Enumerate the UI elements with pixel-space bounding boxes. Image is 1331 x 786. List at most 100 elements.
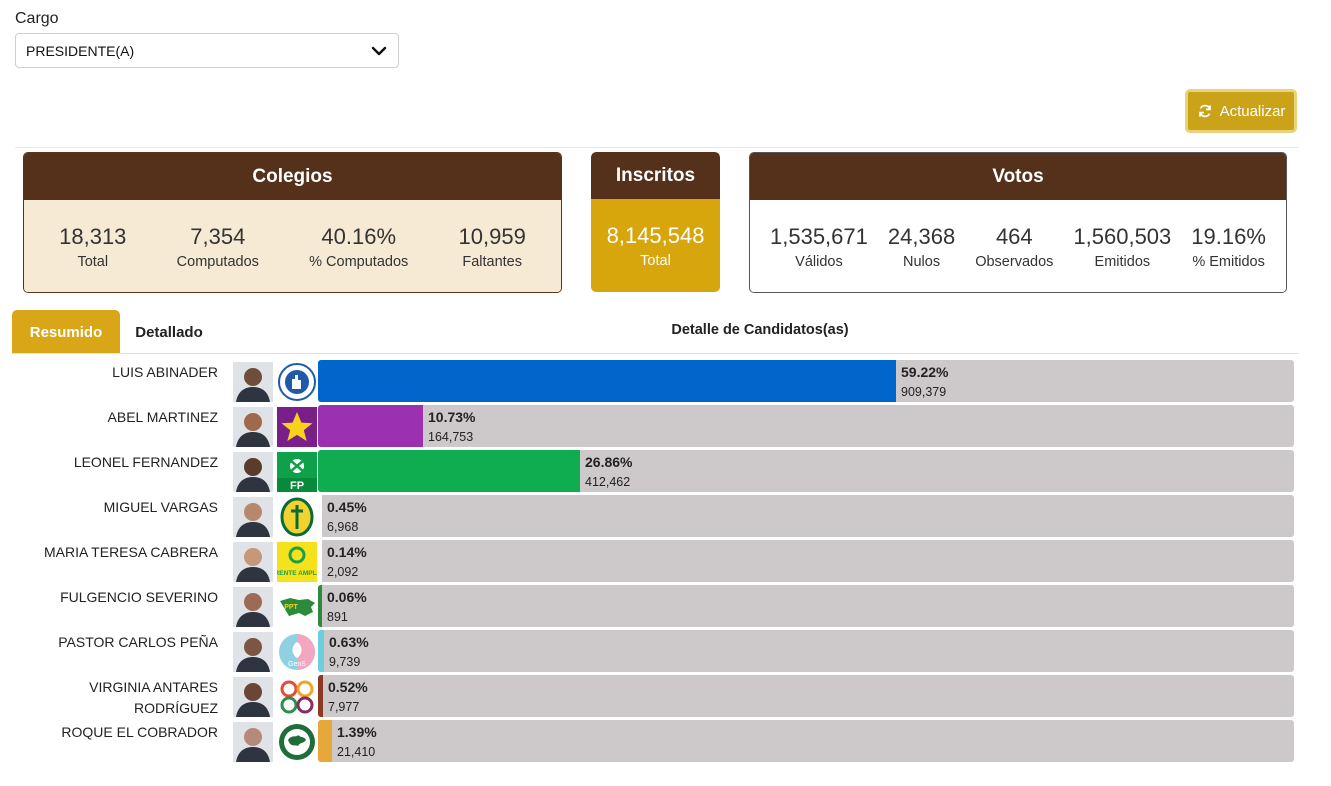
- vote-count: 412,462: [585, 475, 631, 489]
- detalle-title: Detalle de Candidatos(as): [671, 322, 849, 338]
- vote-bar: 0.45% 6,968: [318, 495, 1294, 537]
- vote-bar-fill: [318, 405, 423, 447]
- inscritos-total: 8,145,548 Total: [606, 223, 705, 269]
- chevron-down-icon: [371, 46, 387, 55]
- globe-logo-icon: [277, 722, 317, 762]
- vote-count: 909,379: [901, 385, 947, 399]
- vote-count: 9,739: [329, 655, 361, 669]
- vote-bar-fill: [318, 495, 322, 537]
- candidate-row: VIRGINIA ANTARES RODRÍGUEZ 0.52% 7,977: [12, 674, 1302, 719]
- votos-card: Votos 1,535,671 Válidos 24,368 Nulos 464 Ob…: [749, 152, 1287, 293]
- tab-detallado[interactable]: Detallado: [135, 323, 203, 341]
- vote-bar-fill: [318, 720, 332, 762]
- vote-count: 21,410: [337, 745, 376, 759]
- candidate-row: MIGUEL VARGAS 0.45% 6,968: [12, 494, 1302, 539]
- candidate-photo: [233, 632, 273, 672]
- candidate-name: FULGENCIO SEVERINO: [60, 589, 218, 605]
- candidate-name: MIGUEL VARGAS: [103, 499, 218, 515]
- svg-text:FP: FP: [290, 480, 304, 492]
- vote-bar: 0.06% 891: [318, 585, 1294, 627]
- vote-percent: 26.86%: [585, 454, 633, 470]
- vote-percent: 10.73%: [428, 409, 476, 425]
- vote-percent: 0.14%: [327, 544, 367, 560]
- colegios-pct-computados: 40.16%% Computados: [309, 224, 409, 270]
- vote-bar-fill: [318, 540, 322, 582]
- vote-percent: 1.39%: [337, 724, 377, 740]
- candidate-name: PASTOR CARLOS PEÑA: [58, 634, 218, 650]
- vote-bar: 0.52% 7,977: [318, 675, 1294, 717]
- refresh-button[interactable]: Actualizar: [1185, 89, 1297, 133]
- cargo-label: Cargo: [15, 10, 59, 27]
- vote-bar-fill: [318, 450, 580, 492]
- candidate-row: FULGENCIO SEVERINO PPT 0.06% 891: [12, 584, 1302, 629]
- votos-validos: 1,535,671 Válidos: [770, 224, 868, 270]
- circles-logo-icon: [277, 677, 317, 717]
- vote-percent: 0.06%: [327, 589, 367, 605]
- candidate-row: PASTOR CARLOS PEÑA GenS 0.63% 9,739: [12, 629, 1302, 674]
- candidate-photo: [233, 362, 273, 402]
- vote-bar-fill: [318, 360, 896, 402]
- fp-logo-icon: FP: [277, 452, 317, 492]
- colegios-card: Colegios 18,313 Total 7,354 Computados 40.…: [23, 152, 562, 293]
- divider: [15, 147, 1298, 148]
- candidates-list: LUIS ABINADER 59.22% 909,379 ABEL MARTINEZ 1…: [12, 359, 1302, 764]
- colegios-computados: 7,354 Computados: [176, 224, 259, 270]
- map-logo-icon: PPT: [277, 587, 317, 627]
- vote-bar: 0.14% 2,092: [318, 540, 1294, 582]
- hand-logo-icon: [277, 362, 317, 402]
- colegios-title: Colegios: [24, 153, 561, 200]
- vote-bar-fill: [318, 585, 322, 627]
- vote-percent: 0.63%: [329, 634, 369, 650]
- candidate-photo: [233, 407, 273, 447]
- candidate-name-line: RODRÍGUEZ: [134, 700, 218, 716]
- cargo-select-value: PRESIDENTE(A): [26, 42, 135, 59]
- candidate-row: ABEL MARTINEZ 10.73% 164,753: [12, 404, 1302, 449]
- colegios-faltantes: 10,959 Faltantes: [458, 224, 526, 270]
- candidate-row: MARIA TERESA CABRERA FRENTE AMPLIO 0.14% 2,…: [12, 539, 1302, 584]
- vote-bar: 10.73% 164,753: [318, 405, 1294, 447]
- vote-percent: 0.52%: [328, 679, 368, 695]
- vote-bar: 1.39% 21,410: [318, 720, 1294, 762]
- gens-logo-icon: GenS: [277, 632, 317, 672]
- vote-count: 891: [327, 610, 348, 624]
- vote-bar: 59.22% 909,379: [318, 360, 1294, 402]
- candidate-name: MARIA TERESA CABRERA: [43, 544, 218, 560]
- candidate-row: LEONEL FERNANDEZ FP 26.86% 412,462: [12, 449, 1302, 494]
- vote-bar-fill: [318, 675, 323, 717]
- vote-count: 7,977: [328, 700, 360, 714]
- candidate-photo: [233, 542, 273, 582]
- svg-text:FRENTE AMPLIO: FRENTE AMPLIO: [277, 570, 317, 577]
- candidate-name: VIRGINIA ANTARES RODRÍGUEZ: [12, 677, 218, 719]
- vote-count: 2,092: [327, 565, 359, 579]
- candidate-name: LEONEL FERNANDEZ: [73, 454, 218, 470]
- vote-count: 164,753: [428, 430, 474, 444]
- votos-title: Votos: [750, 153, 1286, 200]
- prd-logo-icon: [277, 497, 317, 537]
- vote-bar: 0.63% 9,739: [318, 630, 1294, 672]
- candidate-photo: [233, 677, 273, 717]
- vote-count: 6,968: [327, 520, 359, 534]
- candidate-photo: [233, 587, 273, 627]
- star-logo-icon: [277, 407, 317, 447]
- vote-bar: 26.86% 412,462: [318, 450, 1294, 492]
- svg-text:GenS: GenS: [288, 661, 306, 668]
- candidate-row: ROQUE EL COBRADOR 1.39% 21,410: [12, 719, 1302, 764]
- tab-resumido[interactable]: Resumido: [12, 310, 120, 354]
- candidate-name-line: VIRGINIA ANTARES: [89, 679, 218, 695]
- votos-nulos: 24,368 Nulos: [887, 224, 956, 270]
- candidate-name: LUIS ABINADER: [112, 364, 218, 380]
- vote-percent: 0.45%: [327, 499, 367, 515]
- svg-text:PPT: PPT: [284, 604, 298, 611]
- refresh-label: Actualizar: [1219, 102, 1286, 120]
- cargo-select[interactable]: PRESIDENTE(A): [15, 33, 399, 68]
- vote-percent: 59.22%: [901, 364, 949, 380]
- candidate-photo: [233, 452, 273, 492]
- frente-amplio-logo-icon: FRENTE AMPLIO: [277, 542, 317, 582]
- votos-pct-emitidos: 19.16%% Emitidos: [1191, 224, 1266, 270]
- tabs-divider: [12, 353, 1299, 354]
- colegios-total: 18,313 Total: [59, 224, 127, 270]
- candidate-photo: [233, 497, 273, 537]
- votos-observados: 464 Observados: [975, 224, 1054, 270]
- inscritos-title: Inscritos: [591, 152, 720, 199]
- candidate-row: LUIS ABINADER 59.22% 909,379: [12, 359, 1302, 404]
